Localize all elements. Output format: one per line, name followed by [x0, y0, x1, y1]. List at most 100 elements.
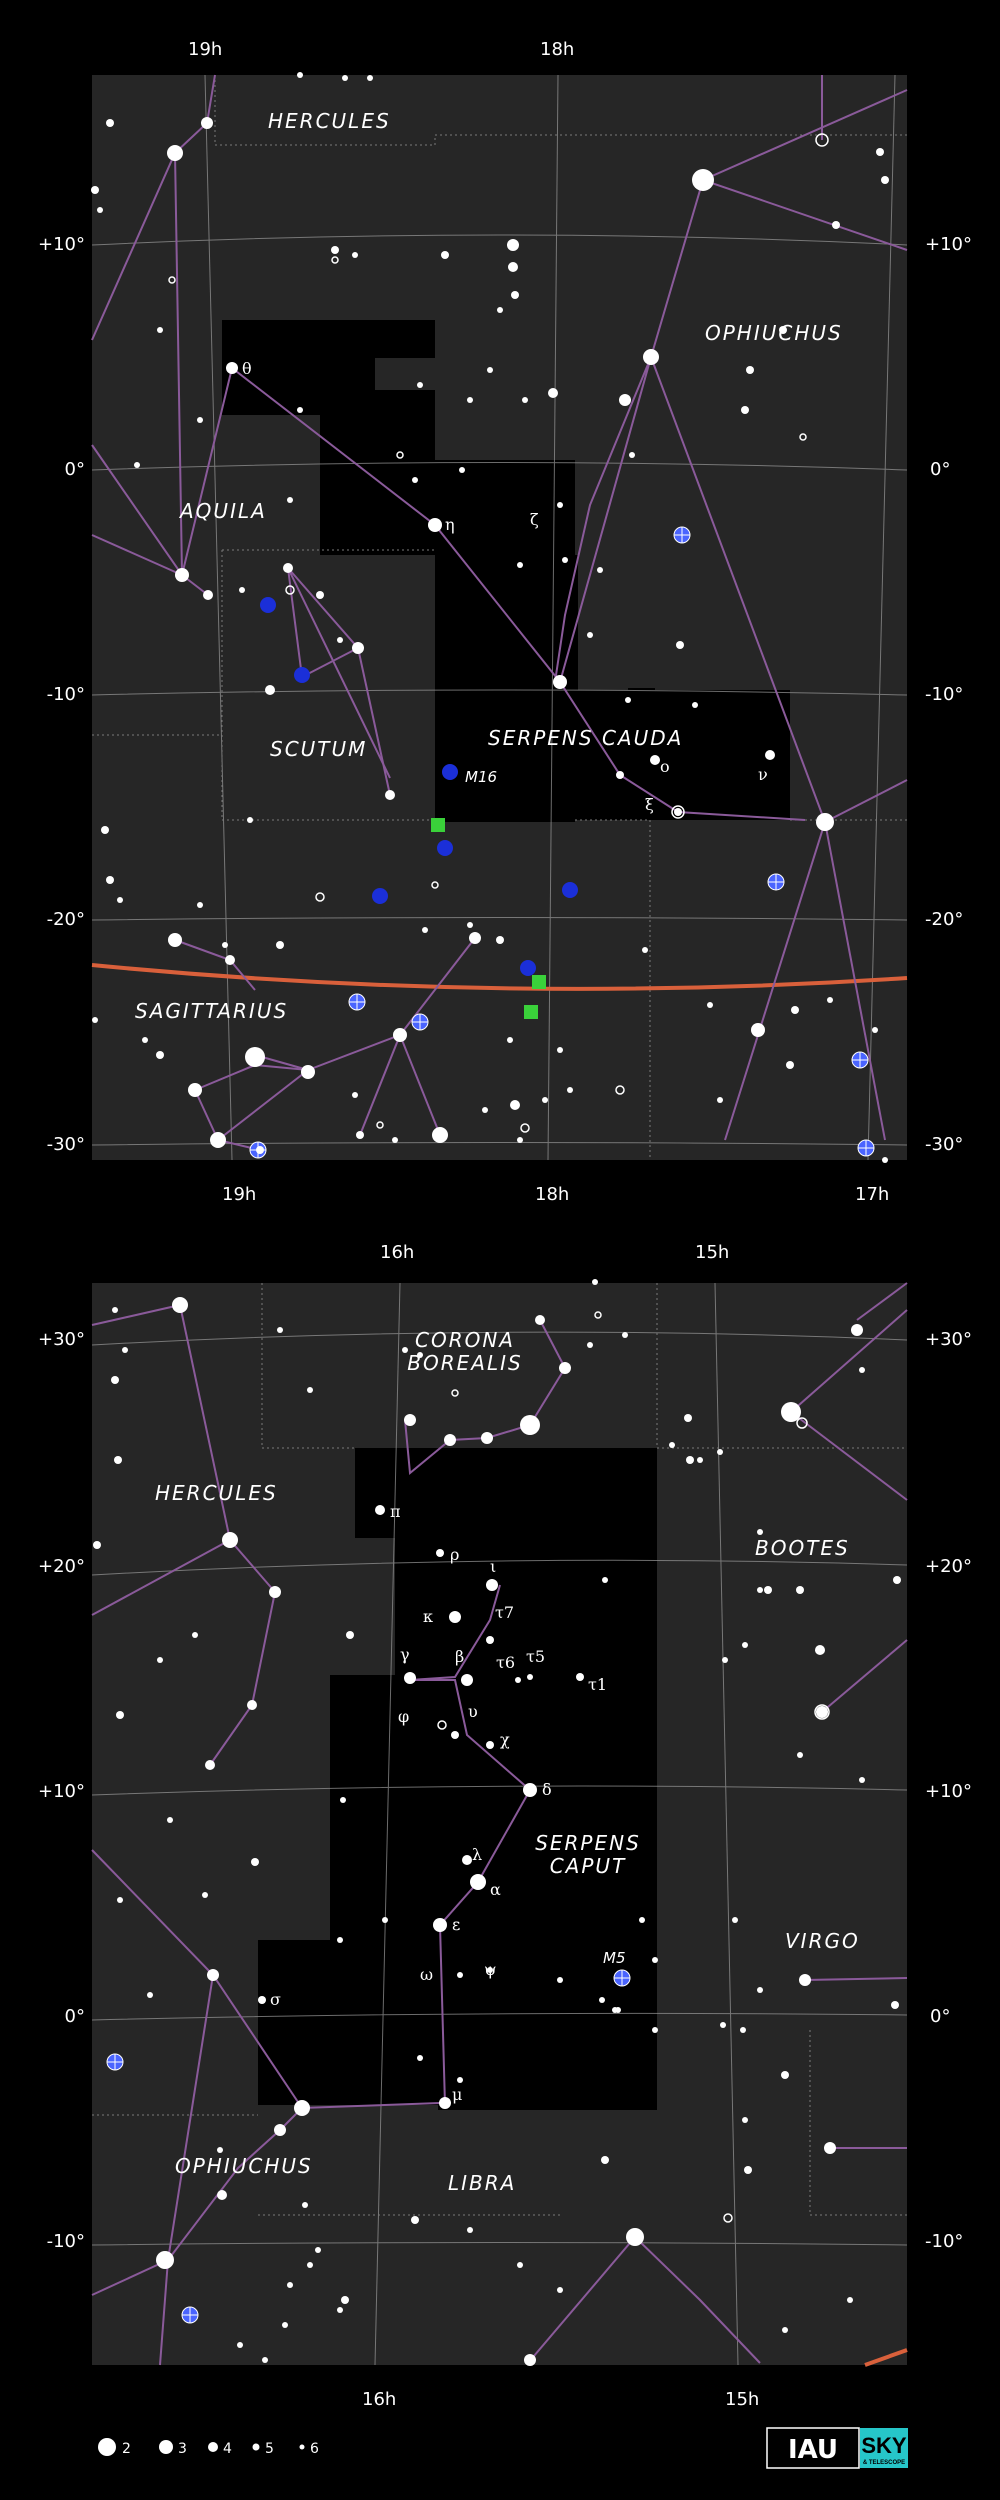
- star-label-rho: ρ: [450, 1545, 459, 1564]
- upper-dec-right-m20: -20°: [925, 909, 963, 930]
- lower-dec-right-p10: +10°: [925, 1781, 972, 1802]
- star-label-phi: φ: [398, 1707, 409, 1726]
- star-label-kappa: κ: [423, 1607, 433, 1626]
- lower-dec-right-m10: -10°: [925, 2231, 963, 2252]
- logo-group: IAU SKY & TELESCOPE: [766, 2427, 908, 2469]
- upper-dec-right-p10: +10°: [925, 234, 972, 255]
- object-label-m5: M5: [603, 1949, 626, 1967]
- legend-mag4-label: 4: [223, 2441, 232, 2457]
- iau-logo-text: IAU: [788, 2435, 838, 2465]
- lower-stars: [93, 1279, 901, 2366]
- legend-mag3-dot: [159, 2440, 173, 2454]
- star-label-tau5: τ5: [526, 1647, 545, 1666]
- upper-dec-left-m20: -20°: [47, 909, 85, 930]
- label-serpens-line2: CAPUT: [550, 1854, 627, 1878]
- star-label-gamma: γ: [400, 1645, 410, 1664]
- star-label-iota: ι: [490, 1557, 496, 1576]
- ecliptic-line: [91, 963, 908, 991]
- lower-dec-right-p20: +20°: [925, 1556, 972, 1577]
- lower-chart: 16h 15h 16h 15h +30° +20° +10° 0° -10° +…: [38, 1242, 972, 2410]
- label-corona-line1: CORONA: [415, 1328, 515, 1352]
- star-label-theta: θ: [242, 359, 252, 378]
- star-label-omega: ω: [420, 1965, 433, 1984]
- lower-ra-top-15: 15h: [695, 1242, 729, 1263]
- legend-mag4-dot: [208, 2442, 218, 2452]
- label-scutum: SCUTUM: [270, 737, 367, 761]
- label-bootes: BOOTES: [755, 1536, 850, 1560]
- upper-dec-left-0: 0°: [65, 459, 85, 480]
- upper-ra-bottom-19: 19h: [222, 1184, 256, 1205]
- ecliptic-line-lower: [864, 2348, 908, 2367]
- label-libra: LIBRA: [448, 2171, 516, 2195]
- star-label-omicron: ο: [660, 757, 670, 776]
- upper-dec-left-m30: -30°: [47, 1134, 85, 1155]
- upper-dec-right-m10: -10°: [925, 684, 963, 705]
- lower-dec-left-0: 0°: [65, 2006, 85, 2027]
- star-label-tau7: τ7: [495, 1603, 514, 1622]
- lower-dec-left-p30: +30°: [38, 1329, 85, 1350]
- magnitude-legend: 2 3 4 5 6: [98, 2438, 319, 2457]
- label-virgo: VIRGO: [785, 1929, 860, 1953]
- legend-mag5-label: 5: [265, 2441, 274, 2457]
- lower-ra-top-16: 16h: [380, 1242, 414, 1263]
- legend-mag2-dot: [98, 2438, 116, 2456]
- upper-ra-bottom-18: 18h: [535, 1184, 569, 1205]
- star-label-psi: ψ: [484, 1960, 497, 1979]
- upper-dec-right-0: 0°: [930, 459, 950, 480]
- star-label-upsilon: υ: [468, 1702, 478, 1721]
- lower-dec-right-0: 0°: [930, 2006, 950, 2027]
- star-label-pi: π: [390, 1502, 401, 1521]
- upper-chart: 19h 18h 19h 18h 17h +10° 0° -10° -20° -3…: [38, 39, 972, 1205]
- star-label-zeta: ζ: [530, 510, 539, 529]
- star-label-nu: ν: [758, 765, 768, 784]
- lower-ra-bottom-16: 16h: [362, 2389, 396, 2410]
- star-label-tau6: τ6: [496, 1653, 515, 1672]
- iau-logo: [766, 2427, 860, 2469]
- m16-marker: [442, 764, 458, 780]
- sky-logo-text: SKY: [861, 2433, 907, 2458]
- lower-dec-left-p10: +10°: [38, 1781, 85, 1802]
- lower-dec-right-p30: +30°: [925, 1329, 972, 1350]
- serpens-cauda-region: [222, 320, 790, 822]
- lower-ra-bottom-15: 15h: [725, 2389, 759, 2410]
- upper-ra-top-18: 18h: [540, 39, 574, 60]
- label-hercules-lower: HERCULES: [155, 1481, 278, 1505]
- star-label-lambda: λ: [472, 1845, 482, 1864]
- label-serpens-cauda: SERPENS CAUDA: [488, 726, 683, 750]
- upper-dec-left-p10: +10°: [38, 234, 85, 255]
- legend-mag6-label: 6: [310, 2441, 319, 2457]
- label-hercules-upper: HERCULES: [268, 109, 391, 133]
- star-label-epsilon: ε: [452, 1915, 460, 1934]
- label-sagittarius: SAGITTARIUS: [135, 999, 288, 1023]
- star-label-chi: χ: [500, 1730, 510, 1749]
- serpens-caput-region: [258, 1448, 657, 2110]
- sky-telescope-logo: [860, 2428, 908, 2468]
- legend-mag2-label: 2: [122, 2441, 131, 2457]
- upper-dec-left-m10: -10°: [47, 684, 85, 705]
- star-label-tau1: τ1: [588, 1675, 607, 1694]
- label-ophiuchus-upper: OPHIUCHUS: [705, 321, 843, 345]
- legend-mag5-dot: [252, 2443, 260, 2451]
- legend-mag6-dot: [299, 2444, 305, 2450]
- star-label-xi: ξ: [645, 795, 654, 814]
- star-label-eta: η: [445, 515, 455, 534]
- upper-stars: [91, 72, 889, 1163]
- label-aquila: AQUILA: [178, 499, 267, 523]
- upper-ra-bottom-17: 17h: [855, 1184, 889, 1205]
- label-corona-line2: BOREALIS: [407, 1351, 522, 1375]
- star-label-sigma: σ: [270, 1990, 281, 2009]
- star-label-beta: β: [455, 1647, 464, 1666]
- upper-ra-top-19: 19h: [188, 39, 222, 60]
- upper-dec-right-m30: -30°: [925, 1134, 963, 1155]
- object-label-m16: M16: [465, 768, 497, 786]
- star-label-mu: μ: [452, 2085, 462, 2104]
- label-ophiuchus-lower: OPHIUCHUS: [175, 2154, 313, 2178]
- sky-logo-subtext: & TELESCOPE: [863, 2460, 905, 2466]
- label-serpens-line1: SERPENS: [535, 1831, 641, 1855]
- lower-dec-left-m10: -10°: [47, 2231, 85, 2252]
- star-label-alpha: α: [490, 1880, 501, 1899]
- lower-dec-left-p20: +20°: [38, 1556, 85, 1577]
- star-label-delta: δ: [542, 1780, 552, 1799]
- legend-mag3-label: 3: [178, 2441, 187, 2457]
